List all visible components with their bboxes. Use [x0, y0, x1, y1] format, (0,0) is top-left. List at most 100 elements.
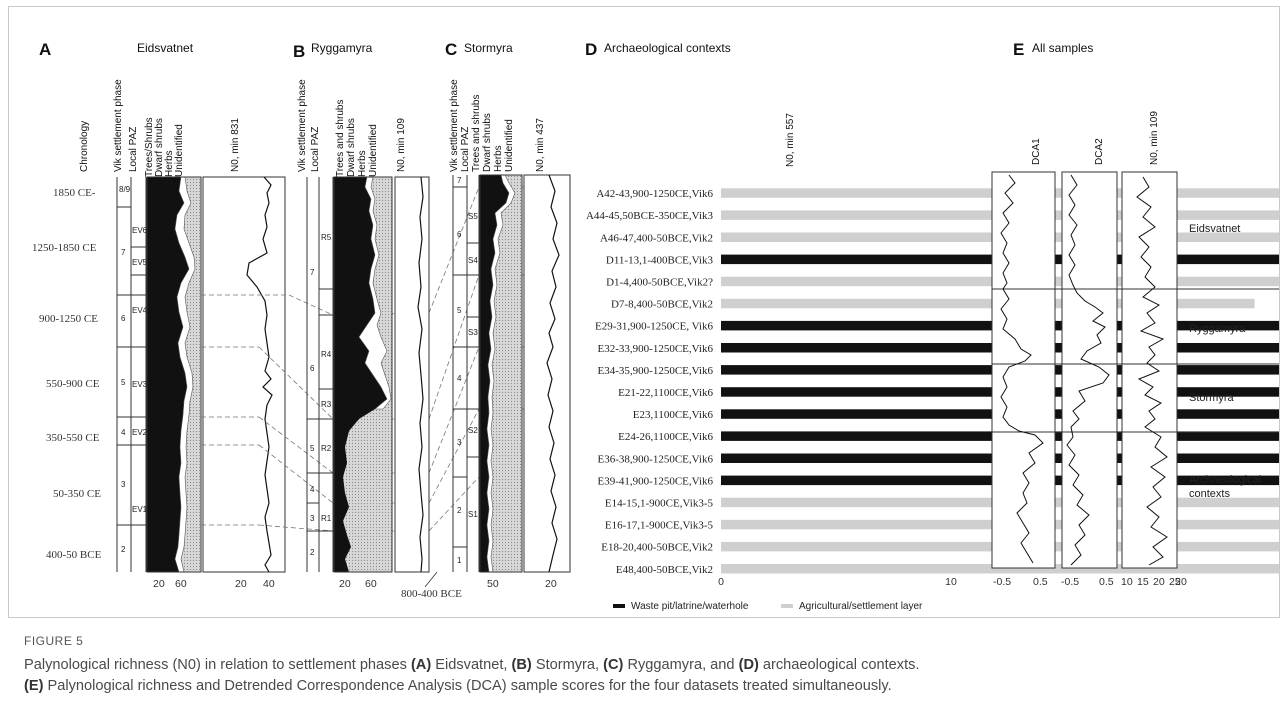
caption-bold: (B) — [511, 657, 532, 673]
bar — [721, 298, 1255, 309]
figure-5-panels: A Eidsvatnet Chronology Vik settlement p… — [32, 40, 1279, 612]
caption-part: Stormyra, — [531, 657, 604, 673]
bar-category-label: E23,1100CE,Vik6 — [633, 409, 714, 421]
panel-a: A Eidsvatnet Chronology Vik settlement p… — [32, 40, 286, 590]
bar-category-label: E29-31,900-1250CE, Vik6 — [595, 321, 713, 333]
panel-c-header-herbs: Herbs — [493, 145, 504, 172]
bar-category-label: D11-13,1-400BCE,Vik3 — [606, 254, 714, 266]
paz-label: EV3 — [132, 380, 148, 389]
e-column-header: N0, min 109 — [1149, 111, 1160, 165]
caption-part: Eidsvatnet, — [431, 657, 512, 673]
paz-label: EV1 — [132, 505, 148, 514]
e-tick-label: 15 — [1137, 576, 1149, 588]
bar-category-label: E39-41,900-1250CE,Vik6 — [598, 475, 714, 487]
n0-tick-label: 20 — [545, 578, 557, 590]
caption-text: Palynological richness (N0) in relation … — [24, 655, 1264, 697]
panel-a-header-unidentified: Unidentified — [174, 124, 185, 177]
legend-label-waste: Waste pit/latrine/waterhole — [631, 601, 749, 612]
chronology-label: 1850 CE- — [53, 187, 96, 199]
chronology-label: 350-550 CE — [46, 432, 100, 444]
paz-label: S3 — [468, 328, 478, 337]
figure-frame: A Eidsvatnet Chronology Vik settlement p… — [8, 6, 1280, 618]
chronology-label: 550-900 CE — [46, 378, 100, 390]
bar-category-label: D1-4,400-50BCE,Vik2? — [606, 276, 713, 288]
panel-a-letter: A — [39, 40, 51, 59]
caption-part: Palynological richness (N0) in relation … — [24, 657, 411, 673]
caption-bold: (D) — [738, 657, 759, 673]
panel-a-header-herbs: Herbs — [164, 150, 175, 177]
panel-d-letter: D — [585, 40, 597, 59]
phase-label: 2 — [121, 545, 126, 554]
panel-a-header-n0: N0, min 831 — [230, 118, 241, 172]
e-group-label: Eidsvatnet — [1189, 223, 1240, 235]
e-tick-label: 0.5 — [1099, 576, 1114, 588]
bar-category-label: E16-17,1-900CE,Vik3-5 — [605, 520, 714, 532]
panel-b-header-phase: Vik settlement phase — [297, 79, 308, 172]
phase-label: 2 — [457, 506, 462, 515]
phase-label: 6 — [121, 314, 126, 323]
legend-swatch-waste — [613, 604, 625, 608]
dca1-curve — [1000, 174, 1044, 564]
panel-a-header-trees: Trees/Shrubs — [144, 117, 155, 177]
e-column-header: DCA2 — [1094, 138, 1105, 165]
bottom-age-note: 800-400 BCE — [401, 588, 462, 600]
phase-label: 4 — [457, 374, 462, 383]
paz-label: EV2 — [132, 428, 148, 437]
phase-label: 7 — [121, 248, 126, 257]
caption-bold: (C) — [603, 657, 624, 673]
phase-label: 4 — [310, 485, 315, 494]
panel-a-title: Eidsvatnet — [137, 41, 194, 55]
paz-label: S5 — [468, 212, 478, 221]
phase-label: 1 — [457, 556, 462, 565]
panel-d-title: Archaeological contexts — [604, 41, 731, 55]
figure-label: FIGURE 5 — [24, 634, 84, 648]
bar-category-label: E34-35,900-1250CE,Vik6 — [598, 365, 714, 377]
e-group-label-line2: contexts — [1189, 488, 1230, 500]
x-tick-label: 20 — [1175, 576, 1187, 588]
e-group-label-line1: Archaeological — [1189, 474, 1261, 486]
phase-label: 6 — [457, 230, 462, 239]
e-tick-label: 10 — [1121, 576, 1133, 588]
e-tick-label: 20 — [1153, 576, 1165, 588]
stormyra-n0-curve — [546, 174, 560, 573]
bar-category-label: E18-20,400-50BCE,Vik2 — [601, 542, 713, 554]
caption-bold: (A) — [410, 657, 432, 673]
n0-all-curve — [1136, 176, 1168, 566]
phase-label: 7 — [310, 268, 315, 277]
bar-category-label: A46-47,400-50BCE,Vik2 — [600, 232, 713, 244]
phase-label: 5 — [310, 444, 315, 453]
panel-b-title: Ryggamyra — [311, 41, 373, 55]
panel-c-header-trees: Trees and shrubs — [471, 95, 482, 172]
phase-label: 8/9 — [119, 185, 131, 194]
phase-label: 3 — [310, 514, 315, 523]
panel-c-header-paz: Local PAZ — [460, 127, 471, 172]
panel-b: B Ryggamyra Vik settlement phase Local P… — [293, 41, 462, 600]
panel-e-letter: E — [1013, 40, 1024, 59]
panel-b-header-unidentified: Unidentified — [368, 124, 379, 177]
panel-b-header-herbs: Herbs — [357, 150, 368, 177]
panel-c-header-phase: Vik settlement phase — [449, 79, 460, 172]
panel-b-letter: B — [293, 42, 305, 61]
panel-c-header-n0: N0, min 437 — [535, 118, 546, 172]
panel-a-header-phase: Vik settlement phase — [113, 79, 124, 172]
bar-category-label: A42-43,900-1250CE,Vik6 — [596, 188, 713, 200]
dca2-curve — [1066, 174, 1110, 566]
legend-swatch-agricultural — [781, 604, 793, 608]
bar-category-label: E48,400-50BCE,Vik2 — [616, 564, 713, 576]
ryggamyra-n0-curve — [417, 176, 424, 573]
paz-label: R3 — [321, 400, 332, 409]
paz-label: EV6 — [132, 226, 148, 235]
e-group-label: Stormyra — [1189, 392, 1235, 404]
panel-c: C Stormyra Vik settlement phase Local PA… — [445, 40, 571, 590]
panel-e: E All samples DCA1 DCA2 N0, min 109 — [991, 40, 1279, 588]
e-column-header: DCA1 — [1031, 138, 1042, 165]
phase-label: 3 — [457, 438, 462, 447]
paz-label: EV4 — [132, 306, 148, 315]
bar — [721, 564, 1279, 574]
chronology-label: 50-350 CE — [53, 488, 101, 500]
e-group-label: Ryggamyra — [1189, 323, 1246, 335]
phase-label: 7 — [457, 176, 462, 185]
x-tick-label: 0 — [718, 576, 724, 588]
panel-c-header-dwarf: Dwarf shrubs — [482, 113, 493, 172]
bar-category-label: E36-38,900-1250CE,Vik6 — [598, 453, 714, 465]
